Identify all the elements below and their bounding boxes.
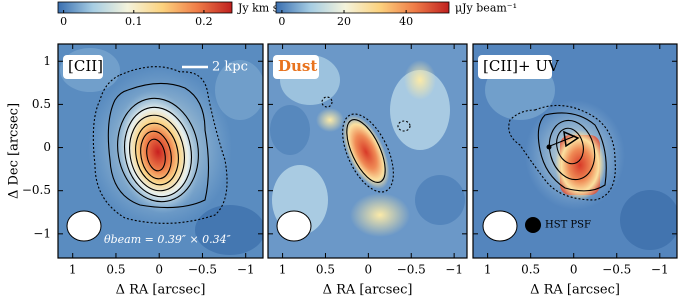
panel-frame [472, 43, 678, 259]
colorbar-tick-label: 0 [60, 15, 67, 28]
x-tick-label: 0 [365, 263, 373, 277]
y-tick-label: 1 [43, 54, 51, 68]
x-axis-label: Δ RA [arcsec] [530, 283, 620, 298]
colorbar [275, 1, 450, 14]
colorbar-tick-label: 0.1 [125, 15, 143, 28]
label-box [478, 55, 552, 79]
y-tick-label: −1 [33, 226, 51, 240]
x-tick-label: −0.5 [397, 263, 426, 277]
colorbar-label: μJy beam⁻¹ [455, 2, 517, 15]
x-axis-label: Δ RA [arcsec] [116, 283, 206, 298]
colorbar-tick-label: 0.2 [195, 15, 213, 28]
x-tick-label: 0 [570, 263, 578, 277]
map-cii-uv [473, 44, 677, 258]
scale-bar-label: 2 kpc [212, 60, 248, 75]
colorbar-tick-label: 20 [337, 15, 351, 28]
x-tick-label: 0 [155, 263, 163, 277]
panel-frame [267, 43, 468, 259]
map-cii [58, 44, 263, 258]
panel-title: Dust [278, 57, 317, 75]
colorbar [57, 1, 233, 14]
x-tick-label: −0.5 [188, 263, 217, 277]
colorbar-tick-label: 40 [399, 15, 413, 28]
x-tick-label: −1 [445, 263, 463, 277]
beam-label: θbeam = 0.39″ × 0.34″ [104, 233, 232, 246]
panel-title: [CII] [68, 57, 103, 75]
label-box [273, 55, 319, 79]
x-tick-label: 0.5 [106, 263, 125, 277]
y-tick-label: 0 [43, 140, 51, 154]
x-tick-label: 0.5 [521, 263, 540, 277]
psf-label: HST PSF [545, 220, 591, 231]
x-axis-label: Δ RA [arcsec] [323, 283, 413, 298]
label-box [63, 55, 103, 79]
panel-frame [57, 43, 264, 259]
x-tick-label: −1 [237, 263, 255, 277]
map-dust [268, 44, 467, 258]
y-tick-label: −0.5 [22, 183, 51, 197]
x-tick-label: 1 [279, 263, 287, 277]
panel-title: [CII]+ UV [483, 57, 560, 75]
x-tick-label: −1 [651, 263, 669, 277]
colorbar-tick-label: 0 [278, 15, 285, 28]
y-tick-label: 0.5 [32, 97, 51, 111]
y-axis-label: Δ Dec [arcsec] [7, 103, 22, 199]
x-tick-label: −0.5 [602, 263, 631, 277]
x-tick-label: 1 [484, 263, 492, 277]
x-tick-label: 0.5 [316, 263, 335, 277]
x-tick-label: 1 [69, 263, 77, 277]
